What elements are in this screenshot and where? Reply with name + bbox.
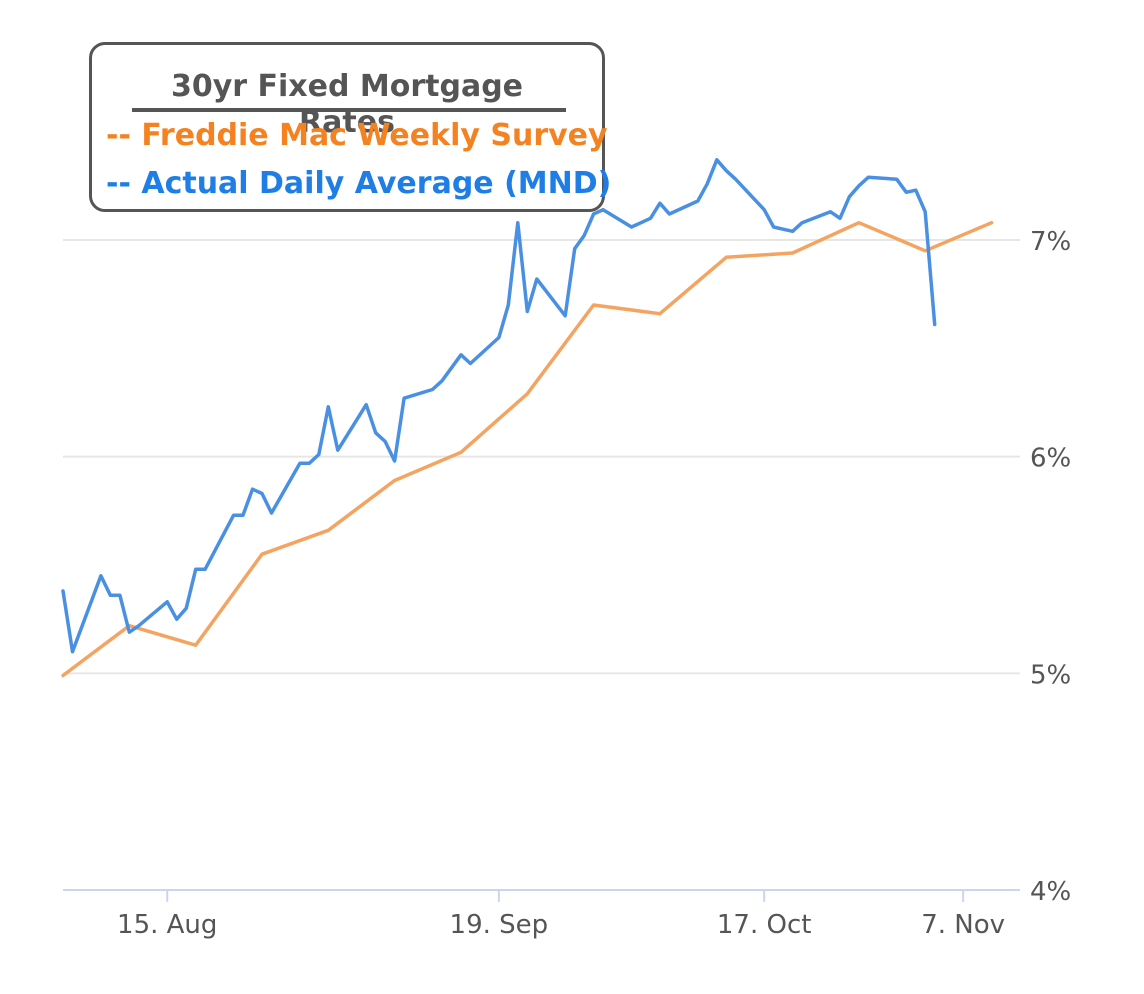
grid-lines: 4% 5% 6% 7% [63,227,1071,907]
series-lines [61,158,994,678]
x-tick-label: 19. Sep [450,910,549,940]
y-tick-label: 6% [1030,444,1071,474]
series-line-daily-average [61,158,937,654]
x-tick-label: 17. Oct [717,910,812,940]
x-tick-label: 7. Nov [921,910,1005,940]
y-tick-label: 7% [1030,227,1071,257]
y-tick-label: 4% [1030,877,1071,907]
legend-item-daily-average[interactable]: -- Actual Daily Average (MND) [106,166,612,201]
title-underline [132,108,566,112]
y-tick-label: 5% [1030,660,1071,690]
legend-item-freddie-mac[interactable]: -- Freddie Mac Weekly Survey [106,118,608,153]
series-line-freddie-mac [61,220,994,678]
legend: 30yr Fixed Mortgage Rates -- Freddie Mac… [89,42,611,212]
x-axis: 15. Aug 19. Sep 17. Oct 7. Nov [63,889,1020,940]
x-tick-label: 15. Aug [117,910,217,940]
